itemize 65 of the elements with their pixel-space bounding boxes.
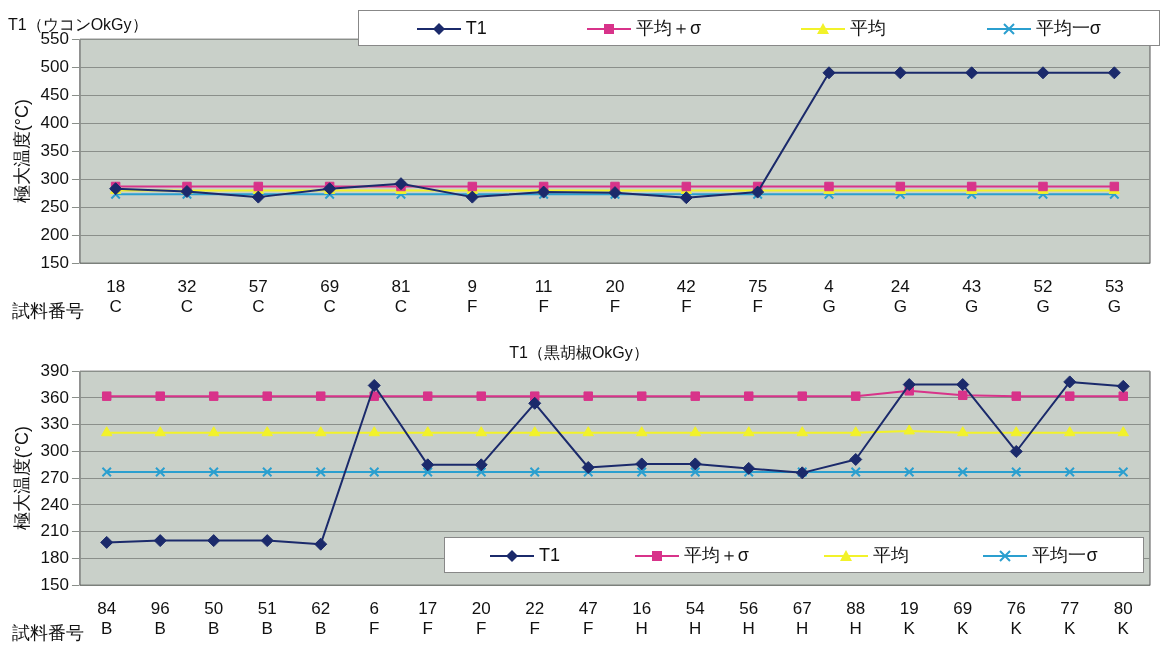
x-tick-label: 19 K [899, 599, 919, 639]
legend-label: T1 [465, 17, 487, 38]
x-axis-title: 試料番号 [12, 300, 84, 321]
y-tick-label: 150 [40, 574, 69, 594]
x-tick-label: 57 C [248, 277, 268, 317]
chart-title: T1（黒胡椒OkGy） [509, 344, 649, 362]
y-tick-label: 350 [40, 140, 69, 160]
y-tick-label: 500 [40, 56, 69, 76]
y-tick-label: 400 [40, 112, 69, 132]
y-tick-label: 150 [40, 252, 69, 272]
x-tick-label: 88 H [846, 599, 866, 639]
legend-label: 平均＋σ [636, 18, 702, 38]
y-axis-title: 極大温度(°C) [11, 99, 32, 204]
y-tick-label: 200 [40, 224, 69, 244]
x-tick-label: 50 B [204, 599, 224, 639]
y-axis-title: 極大温度(°C) [11, 426, 32, 531]
x-tick-label: 32 C [177, 277, 197, 317]
x-tick-label: 4 G [822, 277, 836, 317]
x-tick-label: 51 B [257, 599, 277, 639]
x-tick-label: 67 H [792, 599, 812, 639]
x-tick-label: 62 B [311, 599, 331, 639]
legend-label: 平均一σ [1035, 18, 1101, 38]
legend-label: 平均 [872, 545, 909, 566]
legend-label: T1 [539, 544, 561, 565]
x-tick-label: 96 B [150, 599, 170, 639]
x-tick-label: 11 F [534, 277, 553, 317]
y-tick-label: 360 [40, 387, 69, 407]
x-tick-label: 69 C [320, 277, 340, 317]
x-tick-label: 17 F [418, 599, 438, 639]
x-axis-title: 試料番号 [12, 622, 84, 643]
x-tick-label: 54 H [685, 599, 705, 639]
legend-label: 平均一σ [1032, 545, 1098, 566]
y-tick-label: 450 [40, 84, 69, 104]
x-tick-label: 16 H [632, 599, 652, 639]
y-tick-label: 390 [40, 360, 69, 380]
x-tick-label: 22 F [525, 599, 545, 639]
x-tick-label: 9 F [467, 277, 478, 317]
x-tick-label: 24 G [890, 277, 910, 317]
y-tick-label: 250 [40, 196, 69, 216]
x-tick-label: 77 K [1060, 599, 1080, 639]
x-tick-label: 53 G [1104, 277, 1124, 317]
legend-label: 平均 [850, 18, 887, 38]
x-tick-label: 20 F [471, 599, 491, 639]
x-tick-label: 75 F [748, 277, 768, 317]
y-tick-label: 330 [40, 414, 69, 434]
x-tick-label: 80 K [1113, 599, 1133, 639]
x-tick-label: 42 F [676, 277, 696, 317]
x-tick-label: 18 C [106, 277, 126, 317]
x-tick-label: 43 G [962, 277, 982, 317]
y-tick-label: 270 [40, 467, 69, 487]
y-tick-label: 180 [40, 548, 69, 568]
x-tick-label: 20 F [605, 277, 625, 317]
x-tick-label: 52 G [1033, 277, 1053, 317]
y-tick-label: 300 [40, 441, 69, 461]
y-tick-label: 300 [40, 168, 69, 188]
x-tick-label: 81 C [391, 277, 411, 317]
x-tick-label: 47 F [578, 599, 598, 639]
y-tick-label: 210 [40, 521, 69, 541]
legend-label: 平均＋σ [683, 545, 749, 566]
x-tick-label: 6 F [369, 599, 380, 639]
x-tick-label: 56 H [739, 599, 759, 639]
x-tick-label: 69 K [953, 599, 973, 639]
x-tick-label: 84 B [97, 599, 117, 639]
x-tick-label: 76 K [1006, 599, 1026, 639]
y-tick-label: 240 [40, 494, 69, 514]
